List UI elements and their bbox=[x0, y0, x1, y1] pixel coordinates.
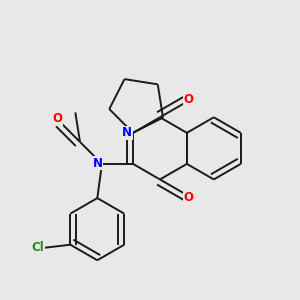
Text: O: O bbox=[184, 191, 194, 204]
Text: N: N bbox=[122, 126, 132, 139]
Text: O: O bbox=[52, 112, 62, 125]
Text: Cl: Cl bbox=[32, 241, 44, 254]
Text: O: O bbox=[184, 93, 194, 106]
Text: N: N bbox=[92, 157, 102, 170]
